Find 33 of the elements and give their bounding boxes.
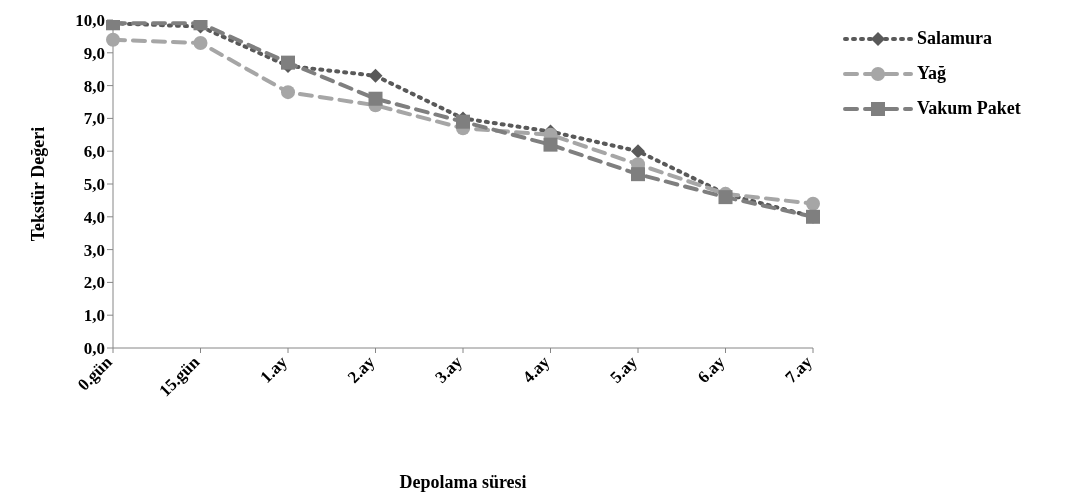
y-tick-label: 8,0 — [83, 76, 105, 96]
legend-label: Vakum Paket — [917, 98, 1021, 119]
point — [543, 137, 558, 152]
x-tick-label: 4.ay — [518, 352, 554, 387]
x-axis-title: Depolama süresi — [399, 472, 527, 492]
x-tick-label: 7.ay — [781, 352, 817, 387]
y-tick-label: 2,0 — [83, 273, 105, 293]
y-tick-label: 10,0 — [75, 11, 105, 31]
y-tick-label: 3,0 — [83, 240, 105, 260]
point — [193, 35, 208, 50]
point — [281, 85, 295, 100]
legend-label: Yağ — [917, 63, 947, 84]
x-tick-label: 5.ay — [606, 352, 642, 387]
y-axis-title: Tekstür Değeri — [28, 126, 49, 242]
y-tick-label: 0,0 — [83, 339, 105, 359]
point — [718, 190, 733, 205]
point — [631, 144, 645, 159]
y-tick-label: 6,0 — [83, 142, 105, 162]
point — [368, 68, 383, 83]
point — [368, 91, 383, 106]
point — [106, 32, 120, 47]
legend-label: Salamura — [917, 28, 993, 49]
y-tick-label: 1,0 — [83, 306, 105, 326]
x-tick-label: 1.ay — [256, 352, 292, 387]
point — [806, 196, 820, 211]
x-tick-label: 3.ay — [431, 352, 467, 387]
point — [631, 167, 645, 182]
y-tick-label: 5,0 — [83, 175, 105, 195]
x-tick-label: 6.ay — [693, 352, 729, 387]
y-tick-label: 9,0 — [83, 43, 105, 63]
y-tick-label: 4,0 — [83, 207, 105, 227]
x-tick-label: 2.ay — [343, 352, 379, 387]
y-tick-label: 7,0 — [83, 109, 105, 129]
